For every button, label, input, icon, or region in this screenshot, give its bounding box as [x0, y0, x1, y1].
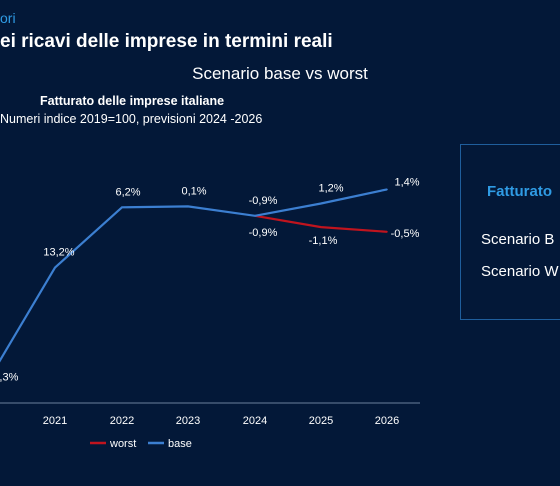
data-point-base-2023	[187, 205, 189, 208]
side-card-scenario-worst: Scenario W	[481, 263, 559, 280]
scenario-subtitle: Scenario base vs worst	[192, 64, 368, 83]
section-label: ori	[0, 10, 16, 26]
legend-label-worst: worst	[109, 438, 136, 450]
data-point-base-2022	[121, 206, 123, 209]
page-title: ei ricavi delle imprese in termini reali	[0, 31, 333, 52]
data-label-worst-2024: -0,9%	[249, 227, 278, 239]
data-label-base-2026: 1,4%	[394, 176, 419, 188]
data-label-base-2021: 13,2%	[43, 247, 74, 259]
side-legend-card: Fatturato Scenario B Scenario W	[460, 144, 560, 320]
x-tick-label-2023: 2023	[176, 415, 200, 427]
legend-label-base: base	[168, 438, 192, 450]
data-point-base-2024	[254, 215, 256, 217]
data-point-base-2021	[54, 266, 56, 269]
chart-title: Fatturato delle imprese italiane	[40, 94, 225, 108]
data-label-worst-2025: -1,1%	[309, 235, 338, 247]
x-tick-label-2021: 2021	[43, 415, 67, 427]
data-label-base-2020: -9,3%	[0, 372, 19, 384]
series-line-base	[0, 188, 388, 363]
x-tick-label-2026: 2026	[375, 415, 399, 427]
chart-subtitle: Numeri indice 2019=100, previsioni 2024 …	[0, 112, 263, 126]
x-tick-label-2024: 2024	[243, 415, 267, 427]
data-label-worst-2026: -0,5%	[391, 228, 420, 240]
data-label-base-2022: 6,2%	[115, 186, 140, 198]
data-point-base-2025	[320, 202, 322, 205]
data-label-base-2025: 1,2%	[318, 183, 343, 195]
data-point-base-2026	[386, 188, 388, 191]
data-point-worst-2025	[320, 226, 322, 228]
data-point-worst-2026	[386, 231, 388, 233]
data-label-base-2024: -0,9%	[249, 195, 278, 207]
side-card-heading: Fatturato	[487, 183, 552, 200]
x-tick-label-2022: 2022	[110, 415, 134, 427]
x-tick-label-2025: 2025	[309, 415, 333, 427]
side-card-scenario-base: Scenario B	[481, 231, 555, 248]
data-label-base-2023: 0,1%	[181, 185, 206, 197]
